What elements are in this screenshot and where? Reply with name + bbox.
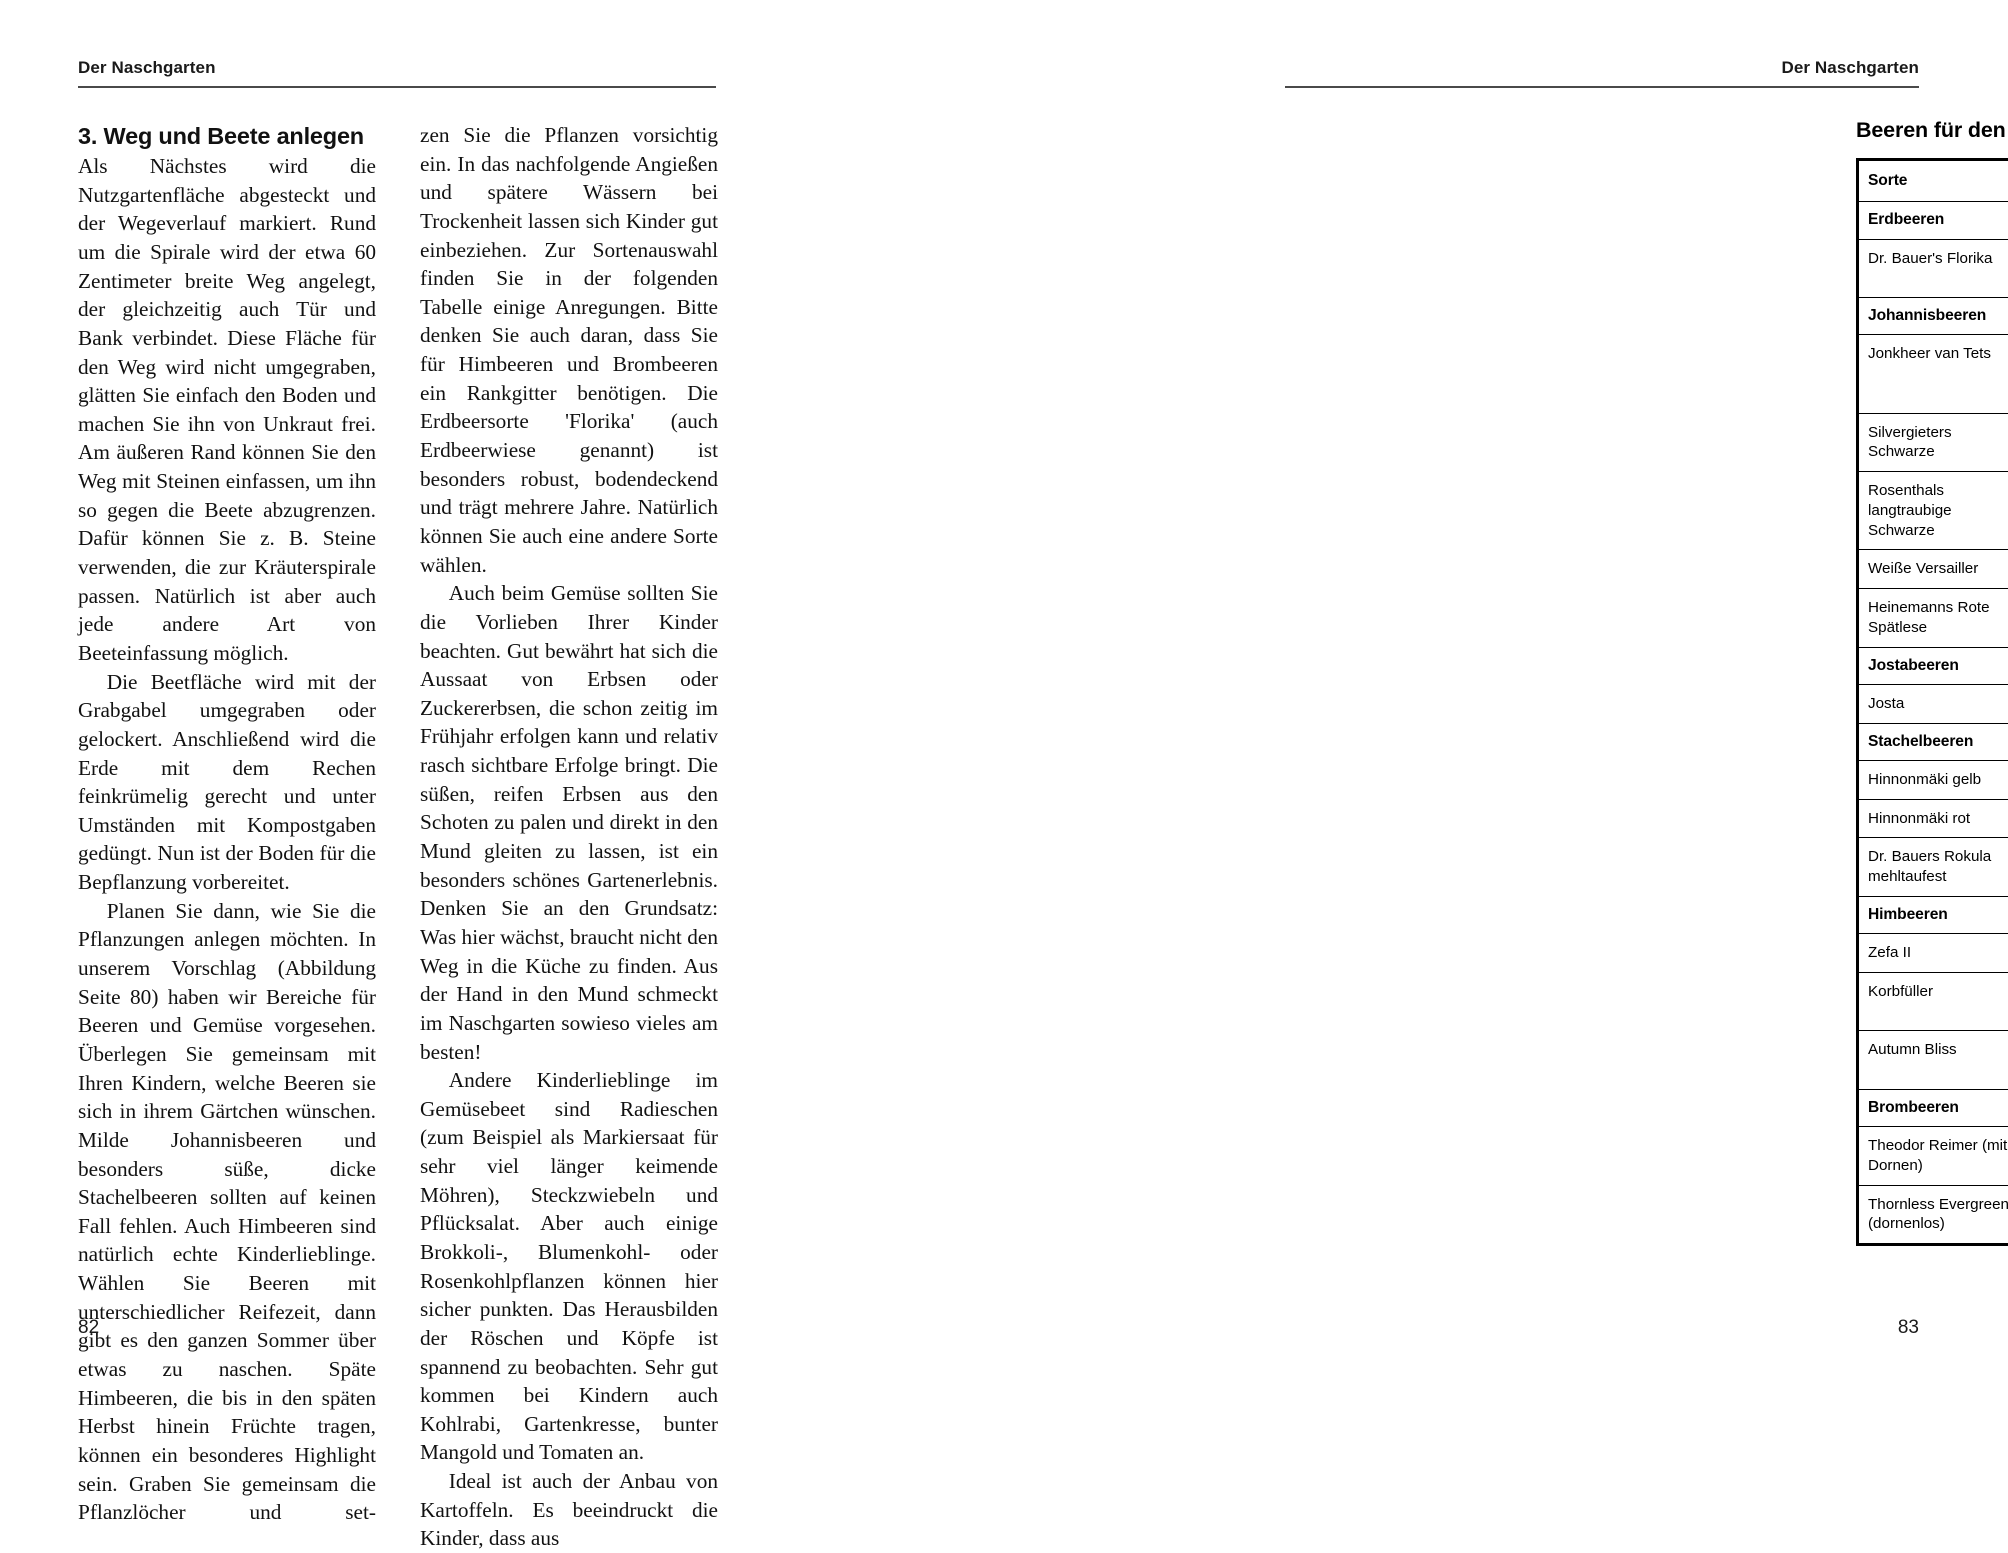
table-group-row: Erdbeeren — [1859, 202, 2008, 239]
table-header-row: SorteFruchtgrößeFarbeGeschmackGenussreif… — [1859, 161, 2008, 202]
table-row: Dr. Bauer's FlorikamittelgroßrotWalderdb… — [1859, 239, 2008, 298]
table-row: Thornless Evergreen (dornenlos)mittelgro… — [1859, 1185, 2008, 1244]
table-group-row: Johannisbeeren — [1859, 298, 2008, 335]
table-row: Rosenthals langtraubige Schwarzeübergroß… — [1859, 472, 2008, 550]
table-cell: Korbfüller — [1859, 972, 2008, 1031]
page-number-right: 83 — [1898, 1317, 1919, 1339]
table-row: Korbfüllermittelgroßleuchtend rotaromati… — [1859, 972, 2008, 1031]
table-cell: Jonkheer van Tets — [1859, 335, 2008, 413]
header-rule-left — [78, 86, 716, 88]
table-row: Weiße Versaillergroßgelblichweißsüßsäuer… — [1859, 550, 2008, 589]
berry-varieties-table: SorteFruchtgrößeFarbeGeschmackGenussreif… — [1858, 160, 2008, 1244]
table-cell: Hinnonmäki rot — [1859, 799, 2008, 838]
header-rule-right — [1285, 86, 1919, 88]
table-group-label: Erdbeeren — [1859, 202, 2008, 239]
table-cell: Josta — [1859, 684, 2008, 723]
page-number-left: 82 — [78, 1317, 99, 1339]
table-group-row: Stachelbeeren — [1859, 723, 2008, 760]
berry-table-frame: SorteFruchtgrößeFarbeGeschmackGenussreif… — [1856, 158, 2008, 1246]
table-group-label: Johannisbeeren — [1859, 298, 2008, 335]
table-row: Theodor Reimer (mit Dornen)großschwarzse… — [1859, 1127, 2008, 1186]
paragraph: Als Nächstes wird die Nutzgartenfläche a… — [78, 152, 376, 668]
running-head-left: Der Naschgarten — [78, 58, 216, 78]
table-row: Silvergieters Schwarzedickschwarzeher mi… — [1859, 413, 2008, 472]
table-row: Zefa IIgroß, stumpfdunkelrotsüßaromatisc… — [1859, 934, 2008, 973]
table-title: Beeren für den Naschgarten (Auswahl bewä… — [1856, 118, 2008, 143]
table-cell: Theodor Reimer (mit Dornen) — [1859, 1127, 2008, 1186]
table-group-row: Jostabeeren — [1859, 647, 2008, 684]
body-text-columns: 3. Weg und Beete anlegen Als Nächstes wi… — [78, 121, 718, 1281]
table-row: Heinemanns Rote Spätlesemittelgroß, läng… — [1859, 589, 2008, 648]
table-cell: Rosenthals langtraubige Schwarze — [1859, 472, 2008, 550]
section-heading: 3. Weg und Beete anlegen — [78, 121, 376, 151]
table-group-row: Brombeeren — [1859, 1089, 2008, 1126]
table-row: Hinnonmäki rotkleinrotsüßaromatischJuli — [1859, 799, 2008, 838]
text-column-one: 3. Weg und Beete anlegen Als Nächstes wi… — [78, 121, 376, 1281]
page-right: Der Naschgarten Beeren für den Naschgart… — [1004, 0, 2008, 1417]
table-row: Autumn Blissgroßdunkelrotfeine SäureSept… — [1859, 1031, 2008, 1090]
text-column-two: zen Sie die Pflanzen vorsichtig ein. In … — [420, 121, 718, 1281]
table-row: Jostamittelgroßschwarzblausehr aromatisc… — [1859, 684, 2008, 723]
table-cell: Zefa II — [1859, 934, 2008, 973]
table-row: Dr. Bauers Rokula mehltaufestgroßrotsehr… — [1859, 838, 2008, 897]
table-column-header: Sorte — [1859, 161, 2008, 202]
paragraph: Die Beetfläche wird mit der Grabgabel um… — [78, 668, 376, 897]
table-group-label: Himbeeren — [1859, 896, 2008, 933]
table-cell: Hinnonmäki gelb — [1859, 760, 2008, 799]
table-row: Jonkheer van Tetsgroßdunkelrotfeinsäuerl… — [1859, 335, 2008, 413]
table-group-label: Stachelbeeren — [1859, 723, 2008, 760]
page-left: Der Naschgarten 3. Weg und Beete anlegen… — [0, 0, 1004, 1417]
table-cell: Dr. Bauers Rokula mehltaufest — [1859, 838, 2008, 897]
paragraph: Andere Kinderlieblinge im Gemüsebeet sin… — [420, 1066, 718, 1467]
table-group-label: Jostabeeren — [1859, 647, 2008, 684]
book-spread: Der Naschgarten 3. Weg und Beete anlegen… — [0, 0, 2008, 1417]
table-row: Hinnonmäki gelbklein / mittelgelbsüßsäue… — [1859, 760, 2008, 799]
paragraph: Planen Sie dann, wie Sie die Pflanzungen… — [78, 897, 376, 1527]
table-cell: Weiße Versailler — [1859, 550, 2008, 589]
table-cell: Autumn Bliss — [1859, 1031, 2008, 1090]
table-group-row: Himbeeren — [1859, 896, 2008, 933]
table-cell: Silvergieters Schwarze — [1859, 413, 2008, 472]
table-head: SorteFruchtgrößeFarbeGeschmackGenussreif… — [1859, 161, 2008, 202]
paragraph: zen Sie die Pflanzen vorsichtig ein. In … — [420, 121, 718, 579]
table-cell: Dr. Bauer's Florika — [1859, 239, 2008, 298]
running-head-right: Der Naschgarten — [1781, 58, 1919, 78]
table-cell: Thornless Evergreen (dornenlos) — [1859, 1185, 2008, 1244]
table-group-label: Brombeeren — [1859, 1089, 2008, 1126]
table-cell: Heinemanns Rote Spätlese — [1859, 589, 2008, 648]
paragraph: Ideal ist auch der Anbau von Kartoffeln.… — [420, 1467, 718, 1553]
paragraph: Auch beim Gemüse sollten Sie die Vorlieb… — [420, 579, 718, 1066]
